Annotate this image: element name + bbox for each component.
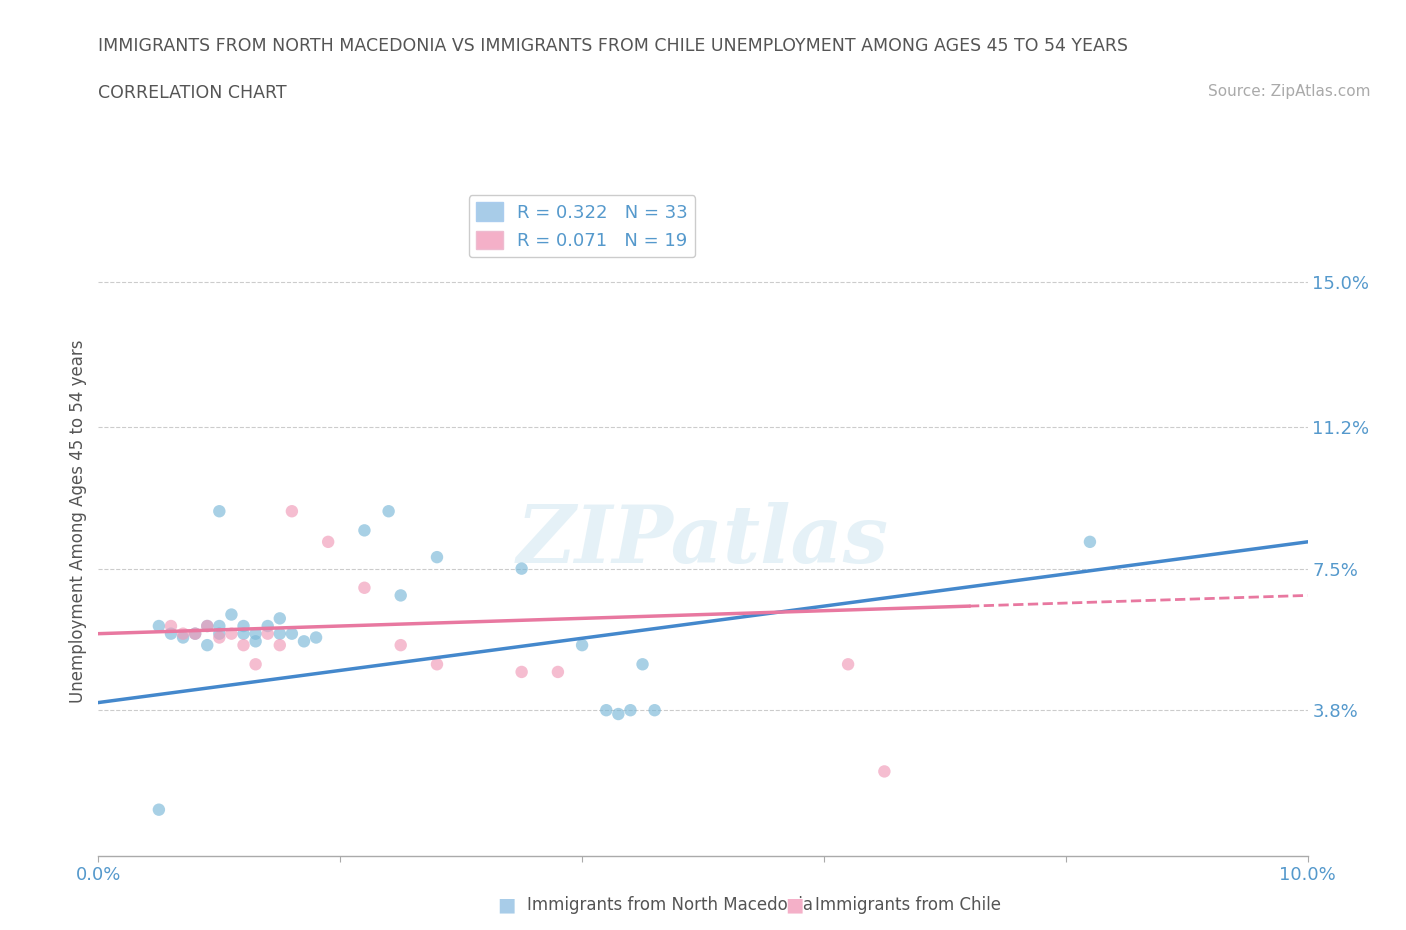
Point (148, 803, 170, 817)
Point (184, 626, 207, 641)
Point (232, 626, 254, 641)
Point (208, 504, 231, 519)
Point (389, 638, 412, 653)
Point (305, 630, 328, 644)
Point (245, 626, 267, 641)
Point (232, 638, 254, 653)
Point (571, 638, 593, 653)
Y-axis label: Unemployment Among Ages 45 to 54 years: Unemployment Among Ages 45 to 54 years (69, 339, 87, 702)
Point (1078, 535, 1101, 550)
Point (172, 626, 194, 641)
Point (172, 630, 194, 644)
Point (377, 504, 399, 519)
Point (281, 504, 304, 519)
Point (208, 630, 231, 644)
Point (208, 618, 231, 633)
Point (195, 618, 218, 633)
Point (510, 561, 533, 576)
Point (269, 638, 291, 653)
Point (292, 634, 315, 649)
Point (595, 703, 617, 718)
Point (256, 618, 278, 633)
Text: Immigrants from Chile: Immigrants from Chile (815, 896, 1001, 914)
Point (256, 626, 278, 641)
Point (245, 657, 267, 671)
Point (644, 703, 666, 718)
Point (631, 657, 654, 671)
Point (837, 657, 859, 671)
Text: Immigrants from North Macedonia: Immigrants from North Macedonia (527, 896, 813, 914)
Point (208, 626, 231, 641)
Point (547, 665, 569, 680)
Point (389, 588, 412, 603)
Point (232, 618, 254, 633)
Point (195, 638, 218, 653)
Point (607, 707, 630, 722)
Point (221, 607, 243, 622)
Point (619, 703, 641, 718)
Point (426, 550, 449, 565)
Point (269, 611, 291, 626)
Point (160, 618, 183, 633)
Point (353, 523, 375, 538)
Point (353, 580, 375, 595)
Text: IMMIGRANTS FROM NORTH MACEDONIA VS IMMIGRANTS FROM CHILE UNEMPLOYMENT AMONG AGES: IMMIGRANTS FROM NORTH MACEDONIA VS IMMIG… (98, 37, 1129, 55)
Text: CORRELATION CHART: CORRELATION CHART (98, 84, 287, 101)
Legend: R = 0.322   N = 33, R = 0.071   N = 19: R = 0.322 N = 33, R = 0.071 N = 19 (468, 195, 696, 258)
Point (426, 657, 449, 671)
Text: ■: ■ (496, 896, 516, 914)
Text: ■: ■ (785, 896, 804, 914)
Point (221, 626, 243, 641)
Point (510, 665, 533, 680)
Point (195, 618, 218, 633)
Point (316, 535, 339, 550)
Point (281, 626, 304, 641)
Point (160, 626, 183, 641)
Point (269, 626, 291, 641)
Text: Source: ZipAtlas.com: Source: ZipAtlas.com (1208, 84, 1371, 99)
Point (245, 634, 267, 649)
Text: ZIPatlas: ZIPatlas (517, 502, 889, 579)
Point (148, 618, 170, 633)
Point (873, 764, 896, 778)
Point (184, 626, 207, 641)
